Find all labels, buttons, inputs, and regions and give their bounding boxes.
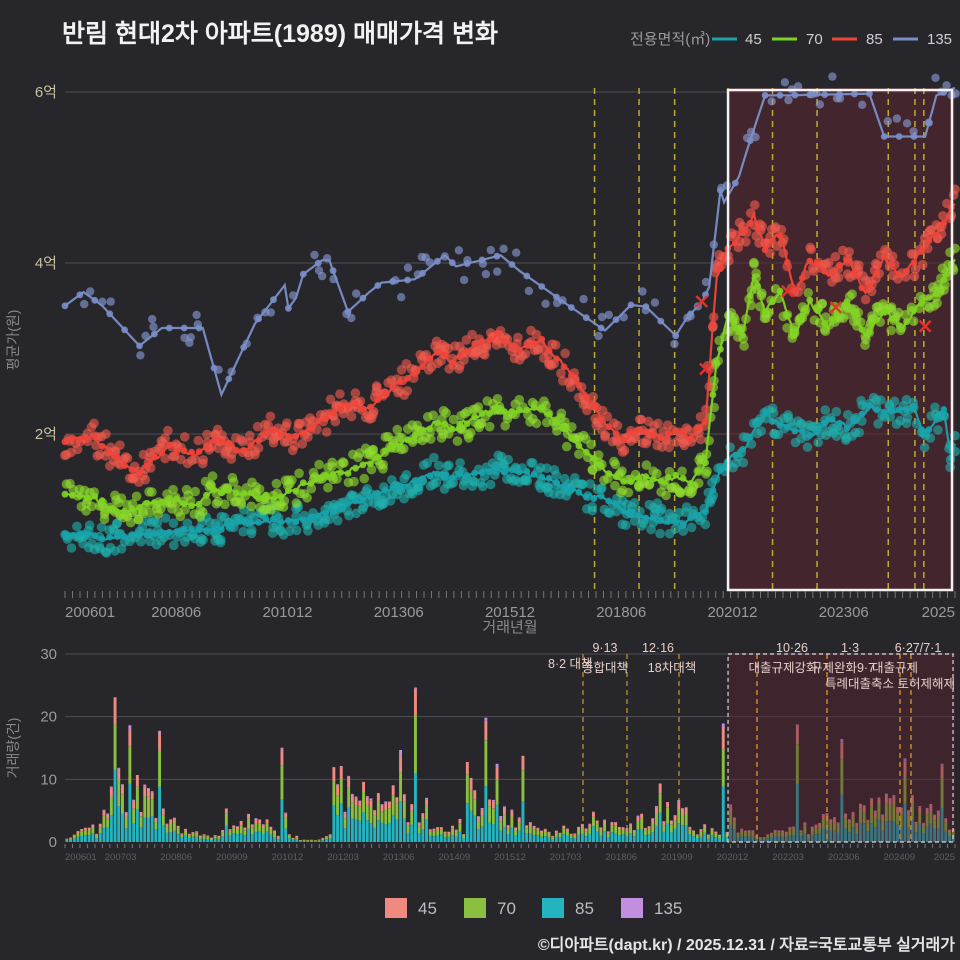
svg-text:202306: 202306: [828, 852, 860, 863]
svg-text:규제완화9·7: 규제완화9·7: [811, 661, 875, 675]
svg-text:201012: 201012: [262, 604, 312, 621]
svg-text:0: 0: [49, 834, 57, 851]
svg-text:202306: 202306: [819, 604, 869, 621]
svg-text:전용면적(㎥): 전용면적(㎥): [630, 31, 710, 48]
svg-text:2025: 2025: [934, 852, 955, 863]
svg-text:202409: 202409: [884, 852, 916, 863]
svg-text:202203: 202203: [772, 852, 804, 863]
svg-text:2억: 2억: [35, 426, 57, 443]
svg-text:135: 135: [654, 899, 682, 918]
svg-text:45: 45: [418, 899, 437, 918]
svg-text:6억: 6억: [35, 84, 57, 101]
svg-text:4억: 4억: [35, 255, 57, 272]
svg-text:거래년월: 거래년월: [482, 619, 537, 636]
svg-text:200703: 200703: [105, 852, 137, 863]
svg-text:201306: 201306: [374, 604, 424, 621]
svg-text:10: 10: [40, 771, 57, 788]
svg-text:45: 45: [745, 31, 762, 48]
svg-text:종합대책: 종합대책: [582, 660, 628, 675]
svg-text:200601: 200601: [65, 604, 115, 621]
svg-text:201909: 201909: [661, 852, 693, 863]
svg-text:거래량(건): 거래량(건): [5, 718, 21, 779]
svg-text:18차대책: 18차대책: [648, 660, 696, 675]
svg-text:85: 85: [575, 899, 594, 918]
svg-text:200601: 200601: [65, 852, 97, 863]
svg-text:70: 70: [806, 31, 823, 48]
svg-text:135: 135: [927, 31, 952, 48]
svg-text:1·3: 1·3: [841, 641, 859, 655]
svg-text:200806: 200806: [151, 604, 201, 621]
svg-text:2025: 2025: [922, 604, 955, 621]
svg-text:20: 20: [40, 709, 57, 726]
svg-text:201703: 201703: [550, 852, 582, 863]
svg-text:평균가(원): 평균가(원): [5, 310, 21, 371]
svg-text:202012: 202012: [717, 852, 749, 863]
svg-text:201806: 201806: [605, 852, 637, 863]
svg-text:201409: 201409: [439, 852, 471, 863]
svg-text:201806: 201806: [596, 604, 646, 621]
svg-text:10·26: 10·26: [776, 641, 808, 655]
svg-text:대출규제: 대출규제: [872, 661, 918, 675]
svg-text:202012: 202012: [707, 604, 757, 621]
svg-text:200909: 200909: [216, 852, 248, 863]
svg-text:특례대출축소 토허제해제: 특례대출축소 토허제해제: [825, 677, 955, 691]
svg-text:201306: 201306: [383, 852, 415, 863]
svg-text:201203: 201203: [327, 852, 359, 863]
svg-text:9·13: 9·13: [592, 641, 617, 655]
svg-text:12·16: 12·16: [642, 641, 674, 655]
svg-text:30: 30: [40, 646, 57, 663]
svg-text:대출규제강화: 대출규제강화: [748, 661, 818, 675]
svg-text:201512: 201512: [494, 852, 526, 863]
svg-text:70: 70: [497, 899, 516, 918]
svg-text:85: 85: [866, 31, 883, 48]
svg-text:©디아파트(dapt.kr) / 2025.12.31 /: ©디아파트(dapt.kr) / 2025.12.31 / 자료=국토교통부 실…: [538, 936, 955, 954]
svg-text:200806: 200806: [160, 852, 192, 863]
svg-text:6·27/7·1: 6·27/7·1: [895, 641, 942, 655]
svg-text:201012: 201012: [272, 852, 304, 863]
